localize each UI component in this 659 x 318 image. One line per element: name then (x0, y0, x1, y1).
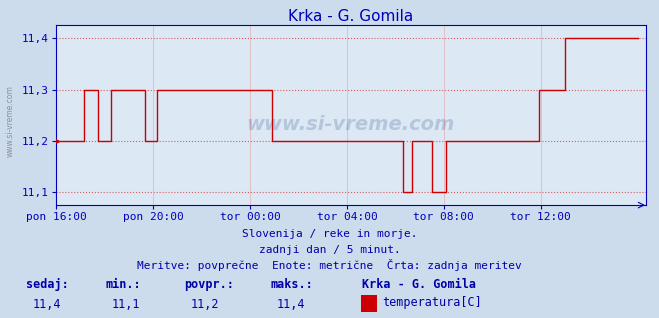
Text: 11,2: 11,2 (191, 299, 219, 311)
Text: 11,1: 11,1 (112, 299, 140, 311)
Text: povpr.:: povpr.: (185, 278, 235, 291)
Text: 11,4: 11,4 (277, 299, 305, 311)
Text: maks.:: maks.: (270, 278, 313, 291)
Text: Meritve: povprečne  Enote: metrične  Črta: zadnja meritev: Meritve: povprečne Enote: metrične Črta:… (137, 259, 522, 271)
Text: Krka - G. Gomila: Krka - G. Gomila (362, 278, 476, 291)
Text: min.:: min.: (105, 278, 141, 291)
Text: zadnji dan / 5 minut.: zadnji dan / 5 minut. (258, 245, 401, 255)
Title: Krka - G. Gomila: Krka - G. Gomila (288, 9, 414, 24)
Text: 11,4: 11,4 (33, 299, 61, 311)
Text: Slovenija / reke in morje.: Slovenija / reke in morje. (242, 229, 417, 239)
Text: www.si-vreme.com: www.si-vreme.com (246, 115, 455, 134)
Text: www.si-vreme.com: www.si-vreme.com (5, 85, 14, 157)
Text: temperatura[C]: temperatura[C] (382, 296, 482, 309)
Text: sedaj:: sedaj: (26, 278, 69, 291)
